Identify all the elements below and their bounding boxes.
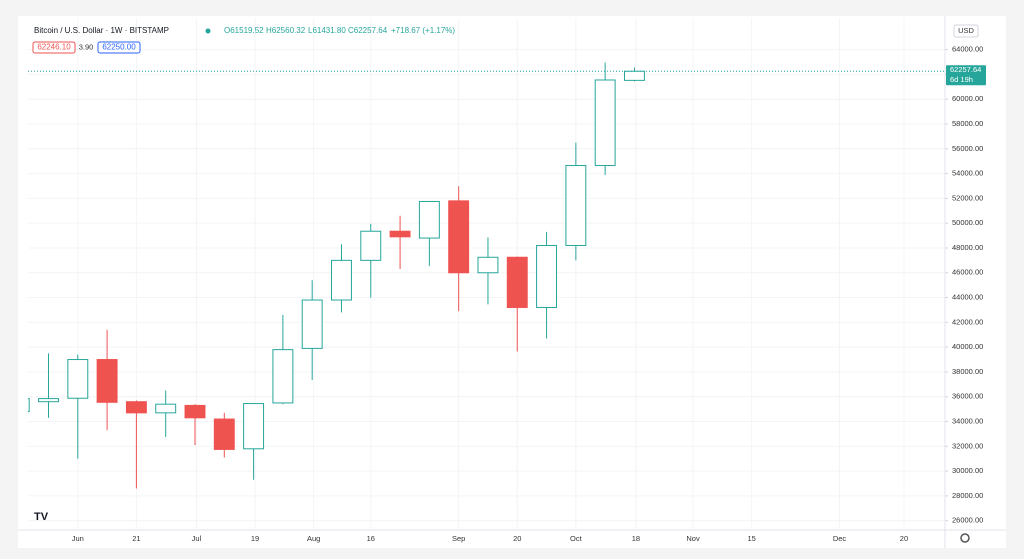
- market-status[interactable]: [205, 28, 211, 34]
- last-price-label: 62257.64: [950, 65, 981, 74]
- candle-body: [184, 404, 206, 419]
- ohlc-close: C62257.64: [348, 26, 388, 35]
- candle-body: [389, 230, 411, 238]
- y-tick-label: 48000.00: [952, 243, 983, 252]
- x-tick-label: 21: [132, 534, 140, 543]
- ohlc-change: +718.67 (+1.17%): [391, 26, 455, 35]
- candle-body: [67, 359, 89, 399]
- y-tick-label: 54000.00: [952, 169, 983, 178]
- grid: [28, 18, 945, 530]
- y-tick-label: 28000.00: [952, 491, 983, 500]
- currency: USD: [958, 26, 974, 35]
- axes: 26000.00 28000.00 30000.00 32000.00 34000.00…: [72, 45, 986, 543]
- countdown-label: 6d 19h: [950, 75, 973, 84]
- bid-price: 62246.10: [37, 43, 71, 52]
- spread: 3.90: [79, 42, 94, 51]
- y-tick-label: 46000.00: [952, 268, 983, 277]
- candle-body: [96, 359, 118, 403]
- y-tick-label: 56000.00: [952, 144, 983, 153]
- settings-button[interactable]: [960, 533, 970, 543]
- candle-body: [243, 403, 265, 450]
- candle-body: [213, 418, 235, 450]
- candle-body: [272, 349, 294, 404]
- candle-body: [125, 401, 147, 414]
- y-tick-label: 34000.00: [952, 417, 983, 426]
- y-tick-label: 40000.00: [952, 342, 983, 351]
- x-tick-label: Aug: [307, 534, 320, 543]
- candle-body: [360, 230, 382, 261]
- ohlc-open: O61519.52: [224, 26, 264, 35]
- candle-body: [38, 398, 59, 403]
- x-tick-label: Dec: [833, 534, 847, 543]
- candle-body: [536, 244, 558, 308]
- y-tick-label: 58000.00: [952, 119, 983, 128]
- y-tick-label: 42000.00: [952, 317, 983, 326]
- buy-button[interactable]: [97, 41, 141, 54]
- y-tick-label: 38000.00: [952, 367, 983, 376]
- last-price-tag: [946, 65, 986, 86]
- logo: TV: [34, 511, 49, 523]
- candle-body: [418, 200, 440, 239]
- y-tick-label: 30000.00: [952, 466, 983, 475]
- ohlc-high: H62560.32: [266, 26, 306, 35]
- y-tick-label: 44000.00: [952, 293, 983, 302]
- candle-body: [28, 398, 30, 413]
- x-tick-label: 19: [251, 534, 259, 543]
- sell-button[interactable]: [32, 41, 76, 54]
- x-tick-label: 20: [513, 534, 521, 543]
- y-tick-label: 26000.00: [952, 516, 983, 525]
- x-tick-label: Nov: [686, 534, 700, 543]
- candle-body: [565, 165, 587, 246]
- candle-body: [331, 259, 352, 301]
- y-tick-label: 60000.00: [952, 94, 983, 103]
- x-tick-label: Jul: [192, 534, 202, 543]
- x-tick-label: Jun: [72, 534, 84, 543]
- x-tick-label: 16: [367, 534, 375, 543]
- candle-body: [623, 70, 645, 81]
- candle-body: [301, 299, 323, 349]
- x-tick-label: 20: [900, 534, 908, 543]
- y-tick-label: 36000.00: [952, 392, 983, 401]
- x-tick-label: Sep: [452, 534, 465, 543]
- x-tick-label: 15: [747, 534, 755, 543]
- candle-body: [155, 403, 177, 414]
- candle-body: [477, 256, 499, 274]
- candles: [28, 62, 945, 489]
- candle-body: [506, 256, 528, 308]
- x-tick-label: 18: [632, 534, 640, 543]
- y-tick-label: 52000.00: [952, 193, 983, 202]
- candle-body: [594, 79, 616, 167]
- candle-body: [448, 200, 470, 274]
- symbol-title: Bitcoin / U.S. Dollar · 1W · BITSTAMP: [34, 26, 169, 35]
- y-tick-label: 50000.00: [952, 218, 983, 227]
- currency-button[interactable]: [953, 24, 979, 38]
- y-tick-label: 64000.00: [952, 45, 983, 54]
- y-tick-label: 32000.00: [952, 441, 983, 450]
- ask-price: 62250.00: [102, 43, 136, 52]
- x-tick-label: Oct: [570, 534, 583, 543]
- ohlc-low: L61431.80: [308, 26, 346, 35]
